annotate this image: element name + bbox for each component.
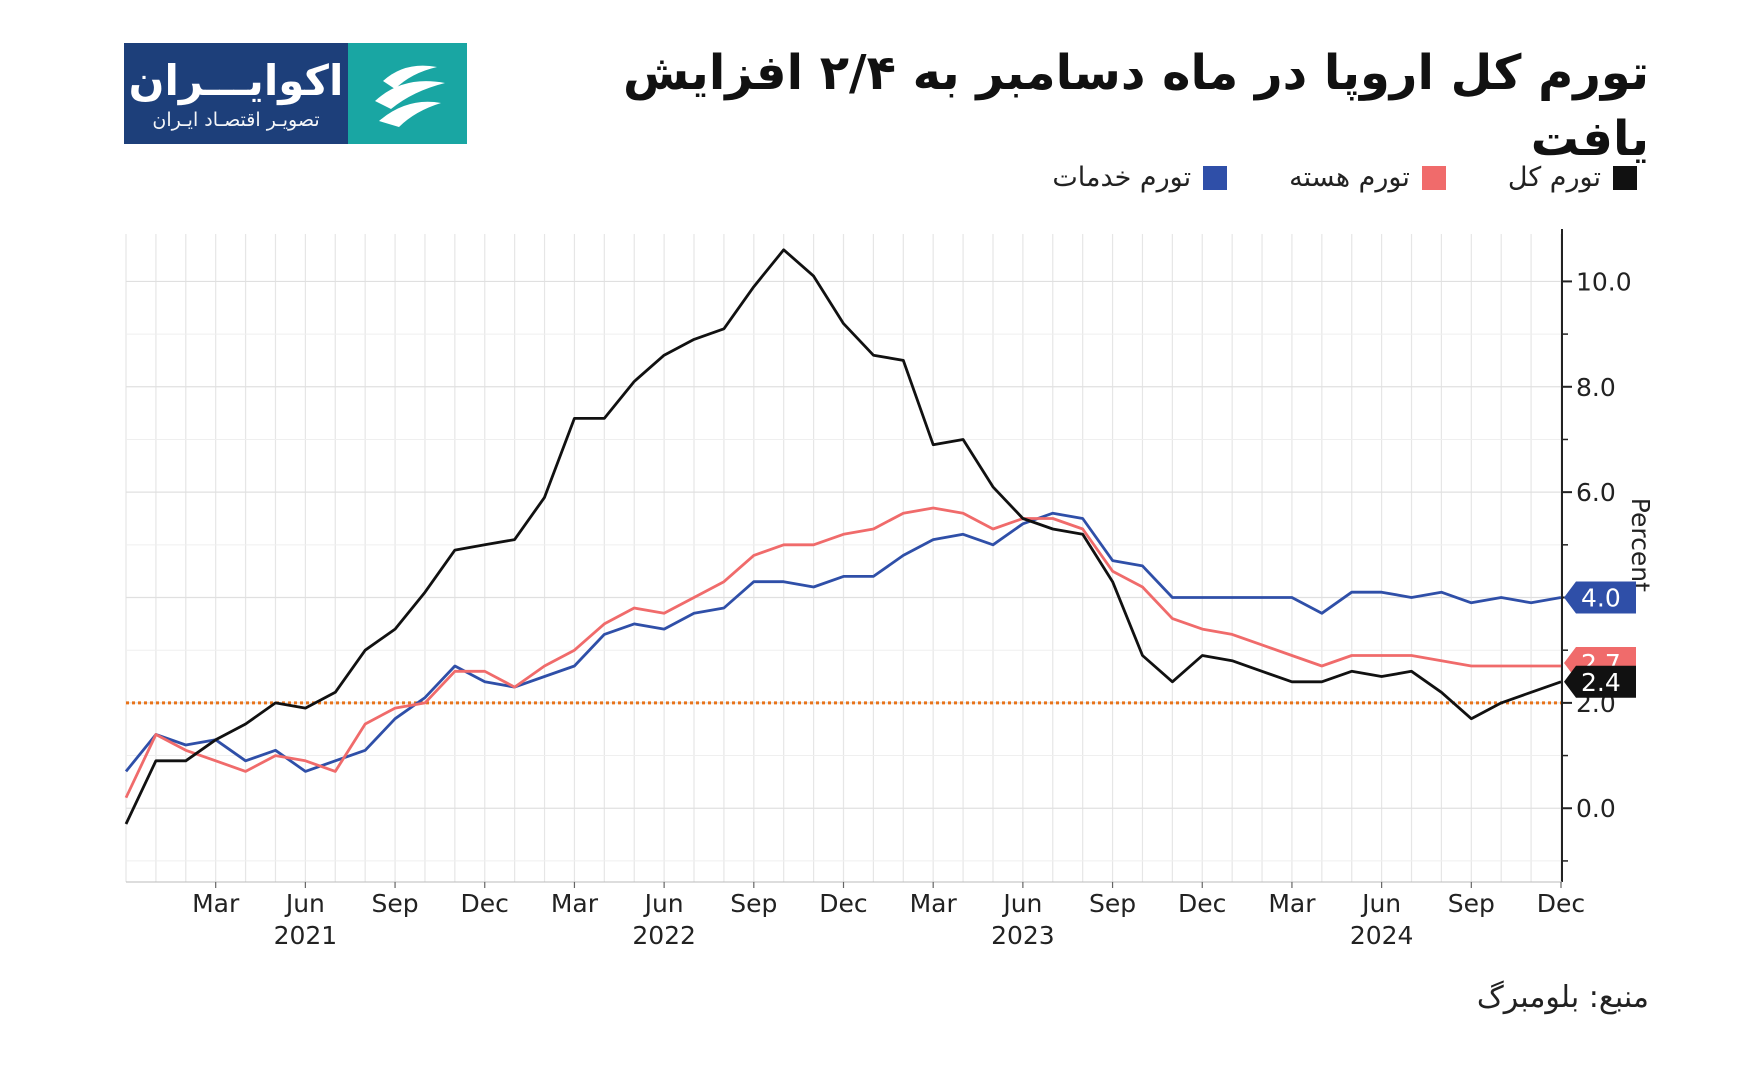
x-tick-label: Jun xyxy=(1360,889,1401,918)
logo-mark-svg xyxy=(374,65,445,127)
legend-swatch-headline xyxy=(1613,166,1637,190)
ecoiran-logo-mark-icon xyxy=(348,43,467,144)
logo-text-box: اکوایـــران تصویـر اقتصـاد ایـران xyxy=(124,43,348,144)
x-tick-label: Dec xyxy=(1178,889,1226,918)
legend-item-headline: تورم کل xyxy=(1508,161,1637,195)
y-tick-label: 6.0 xyxy=(1576,478,1616,507)
legend-label-services: تورم خدمات xyxy=(1052,162,1192,193)
legend-label-core: تورم هسته xyxy=(1289,162,1410,193)
legend-item-core: تورم هسته xyxy=(1289,161,1446,195)
axis-layer: 0.02.04.06.08.010.0PercentMarJun2021SepD… xyxy=(126,229,1655,950)
legend-swatch-services xyxy=(1203,166,1228,190)
y-axis-label: Percent xyxy=(1626,498,1655,592)
x-tick-label: Jun xyxy=(1001,889,1042,918)
x-year-label: 2021 xyxy=(274,921,338,950)
end-label-2: 2.4 xyxy=(1564,665,1636,698)
legend: تورم کل تورم هسته تورم خدمات xyxy=(1052,160,1637,196)
x-tick-label: Sep xyxy=(1089,889,1136,918)
end-label-tag xyxy=(1564,581,1636,614)
x-tick-label: Mar xyxy=(192,889,240,918)
end-label-text: 4.0 xyxy=(1581,584,1621,613)
x-year-label: 2024 xyxy=(1350,921,1414,950)
x-tick-label: Mar xyxy=(1268,889,1316,918)
series-layer xyxy=(124,248,1562,825)
grid xyxy=(125,234,1562,882)
x-tick-label: Sep xyxy=(730,889,777,918)
x-tick-label: Dec xyxy=(461,889,509,918)
logo-name: اکوایـــران xyxy=(128,55,344,105)
legend-label-headline: تورم کل xyxy=(1507,162,1601,193)
end-label-layer: 4.02.72.4 xyxy=(1564,581,1636,698)
y-tick-label: 10.0 xyxy=(1576,267,1632,296)
x-tick-label: Mar xyxy=(910,889,958,918)
source-note: منبع: بلومبرگ xyxy=(1476,980,1649,1015)
chart-title: تورم کل اروپا در ماه دسامبر به ۲/۴ افزای… xyxy=(622,45,1649,167)
x-tick-label: Sep xyxy=(1448,889,1495,918)
y-tick-label: 8.0 xyxy=(1576,373,1616,402)
x-tick-label: Jun xyxy=(643,889,684,918)
series-line-0 xyxy=(124,248,1562,825)
x-tick-label: Jun xyxy=(284,889,325,918)
x-tick-label: Sep xyxy=(372,889,419,918)
x-tick-label: Dec xyxy=(819,889,867,918)
x-tick-label: Mar xyxy=(551,889,599,918)
logo-tagline: تصویـر اقتصـاد ایـران xyxy=(152,108,320,131)
legend-swatch-core xyxy=(1421,166,1446,190)
x-tick-label: Dec xyxy=(1537,889,1585,918)
x-year-label: 2022 xyxy=(632,921,696,950)
legend-item-services: تورم خدمات xyxy=(1052,161,1228,195)
series-line-2 xyxy=(124,511,1562,773)
y-tick-label: 0.0 xyxy=(1576,794,1616,823)
end-label-0: 4.0 xyxy=(1564,581,1636,614)
end-label-text: 2.4 xyxy=(1581,668,1621,697)
x-year-label: 2023 xyxy=(991,921,1055,950)
logo: اکوایـــران تصویـر اقتصـاد ایـران xyxy=(124,43,467,144)
end-label-tag xyxy=(1564,665,1636,698)
series-line-1 xyxy=(124,506,1561,799)
